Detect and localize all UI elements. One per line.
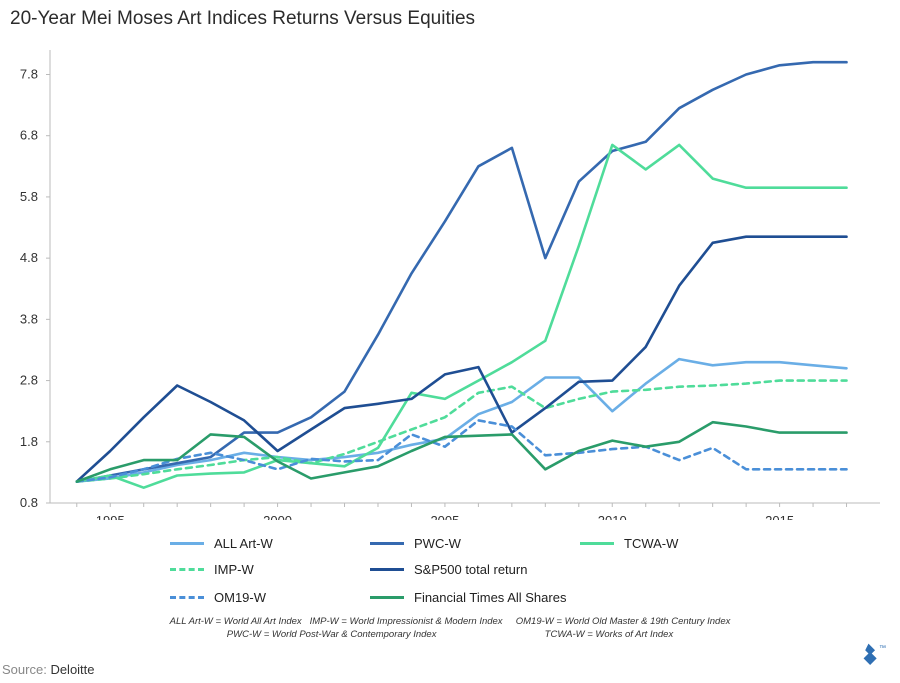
chart-title: 20-Year Mei Moses Art Indices Returns Ve… xyxy=(10,8,476,29)
legend-label: Financial Times All Shares xyxy=(414,590,567,605)
legend-label: S&P500 total return xyxy=(414,562,528,577)
legend-item-om19: OM19-W xyxy=(170,590,266,605)
series-line-pwc xyxy=(75,60,848,483)
legend-item-tcwa: TCWA-W xyxy=(580,536,678,551)
legend-swatch xyxy=(370,542,404,545)
x-tick-label: 1995 xyxy=(96,513,125,520)
legend-swatch xyxy=(370,568,404,571)
line-chart: 0.8 1.8 2.8 3.8 4.8 5.8 6.8 7.8 1995 2000 2005 201… xyxy=(20,50,880,520)
series-line-sp500 xyxy=(75,235,848,483)
legend-label: ALL Art-W xyxy=(214,536,273,551)
legend-label: OM19-W xyxy=(214,590,266,605)
y-tick-label: 5.8 xyxy=(20,189,38,204)
legend-swatch xyxy=(170,568,204,571)
legend-label: TCWA-W xyxy=(624,536,679,551)
y-tick-label: 0.8 xyxy=(20,495,38,510)
x-tick-label: 2005 xyxy=(430,513,459,520)
legend-item-all-art: ALL Art-W xyxy=(170,536,273,551)
y-axis: 0.8 1.8 2.8 3.8 4.8 5.8 6.8 7.8 xyxy=(20,50,51,510)
legend-item-ft: Financial Times All Shares xyxy=(370,590,566,605)
legend-swatch xyxy=(170,542,204,545)
source-value: Deloitte xyxy=(50,662,95,677)
y-tick-label: 2.8 xyxy=(20,373,38,388)
trademark-mark: ™ xyxy=(879,645,886,652)
series-line-om19 xyxy=(75,419,848,483)
x-tick-label: 2000 xyxy=(263,513,292,520)
x-tick-label: 2010 xyxy=(598,513,627,520)
brand-logo-icon: ™ xyxy=(857,642,887,672)
y-tick-label: 1.8 xyxy=(20,434,38,449)
series-line-ft xyxy=(75,420,848,483)
y-tick-label: 4.8 xyxy=(20,250,38,265)
series-line-imp xyxy=(75,379,848,483)
x-axis: 1995 2000 2005 2010 2015 xyxy=(50,502,880,520)
legend-swatch xyxy=(370,596,404,599)
legend-item-imp: IMP-W xyxy=(170,562,254,577)
source-note: Source: Deloitte xyxy=(2,662,95,677)
source-label: Source: xyxy=(2,662,47,677)
y-tick-label: 6.8 xyxy=(20,128,38,143)
series-layer xyxy=(75,60,848,490)
legend-label: PWC-W xyxy=(414,536,461,551)
y-tick-label: 7.8 xyxy=(20,66,38,81)
series-line-tcwa xyxy=(75,143,848,490)
legend-item-pwc: PWC-W xyxy=(370,536,461,551)
legend-swatch xyxy=(170,596,204,599)
legend-swatch xyxy=(580,542,614,545)
x-tick-label: 2015 xyxy=(765,513,794,520)
y-tick-label: 3.8 xyxy=(20,311,38,326)
footnote-line-1: ALL Art-W = World All Art Index IMP-W = … xyxy=(169,616,731,627)
series-line-all_art xyxy=(75,357,848,483)
legend-item-sp500: S&P500 total return xyxy=(370,562,527,577)
legend-label: IMP-W xyxy=(214,562,254,577)
footnote-line-2: PWC-W = World Post-War & Contemporary In… xyxy=(226,629,674,640)
